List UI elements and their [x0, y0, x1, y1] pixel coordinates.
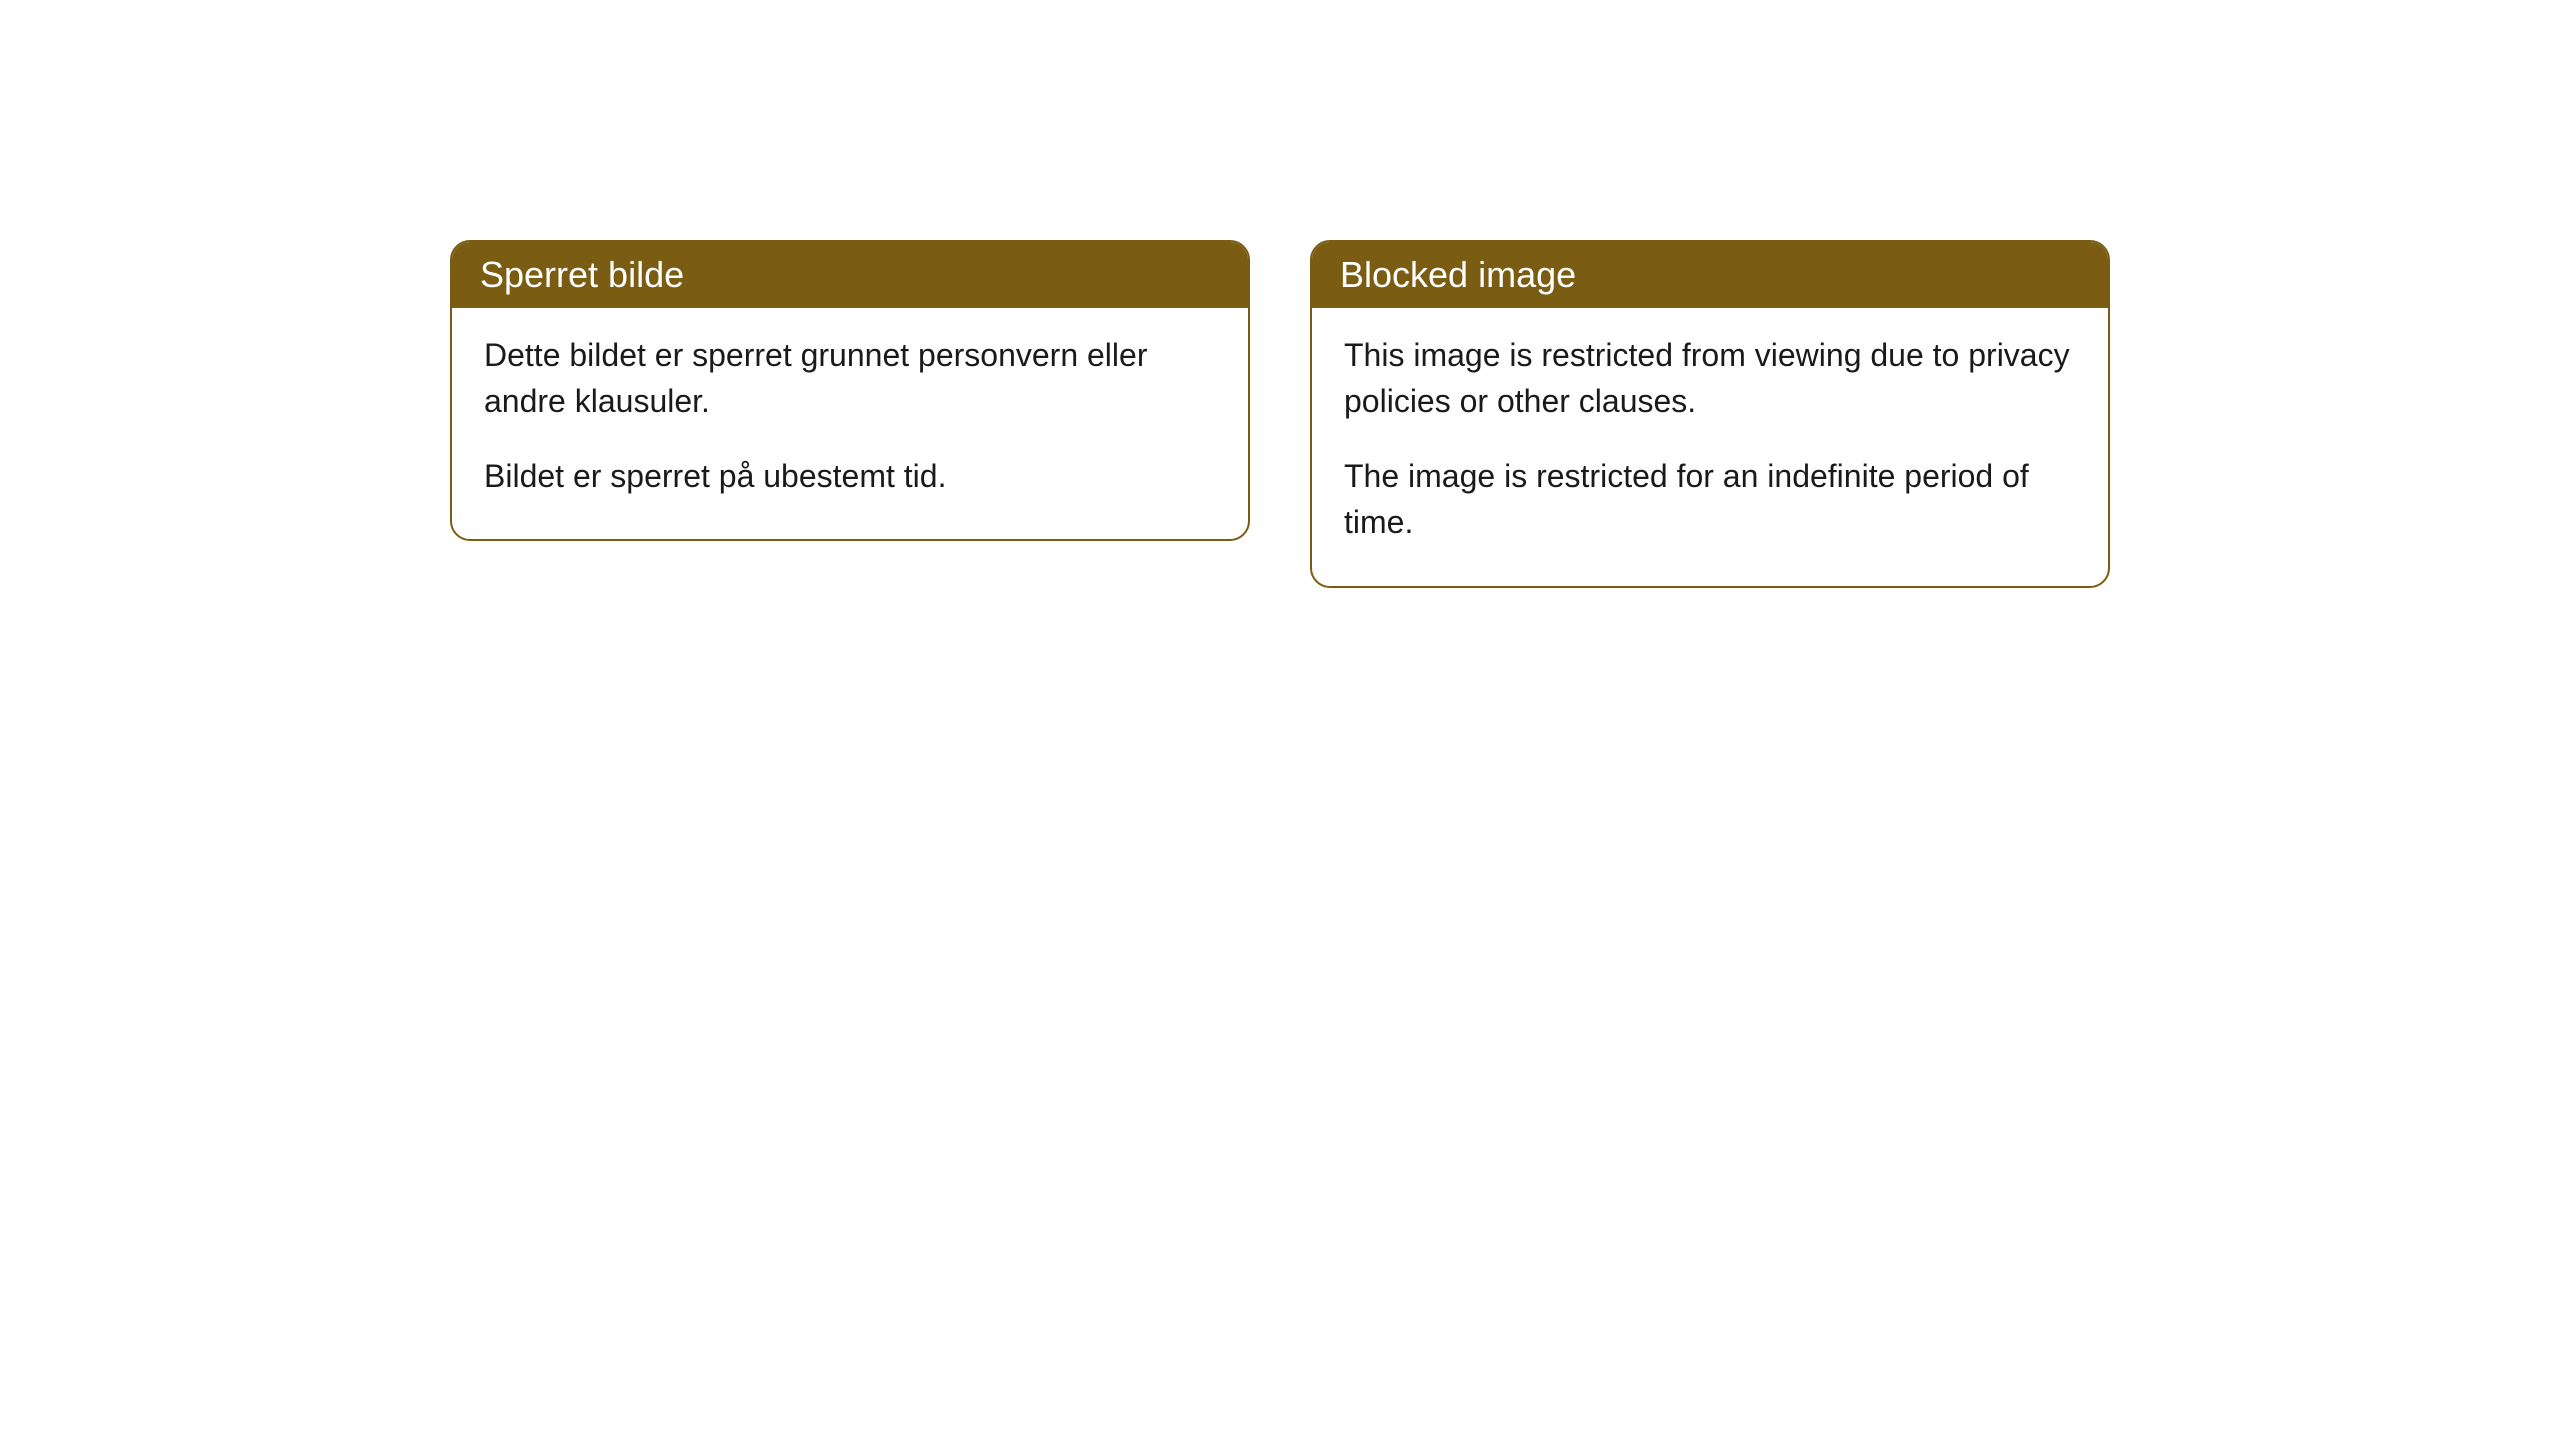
card-paragraph: Bildet er sperret på ubestemt tid. — [484, 453, 1216, 499]
card-body-english: This image is restricted from viewing du… — [1312, 308, 2108, 586]
card-header-norwegian: Sperret bilde — [452, 242, 1248, 308]
card-header-english: Blocked image — [1312, 242, 2108, 308]
card-title: Blocked image — [1340, 254, 1576, 295]
card-body-norwegian: Dette bildet er sperret grunnet personve… — [452, 308, 1248, 539]
card-paragraph: The image is restricted for an indefinit… — [1344, 453, 2076, 546]
notice-card-norwegian: Sperret bilde Dette bildet er sperret gr… — [450, 240, 1250, 541]
card-paragraph: This image is restricted from viewing du… — [1344, 332, 2076, 425]
card-title: Sperret bilde — [480, 254, 684, 295]
notice-container: Sperret bilde Dette bildet er sperret gr… — [0, 240, 2560, 588]
notice-card-english: Blocked image This image is restricted f… — [1310, 240, 2110, 588]
card-paragraph: Dette bildet er sperret grunnet personve… — [484, 332, 1216, 425]
